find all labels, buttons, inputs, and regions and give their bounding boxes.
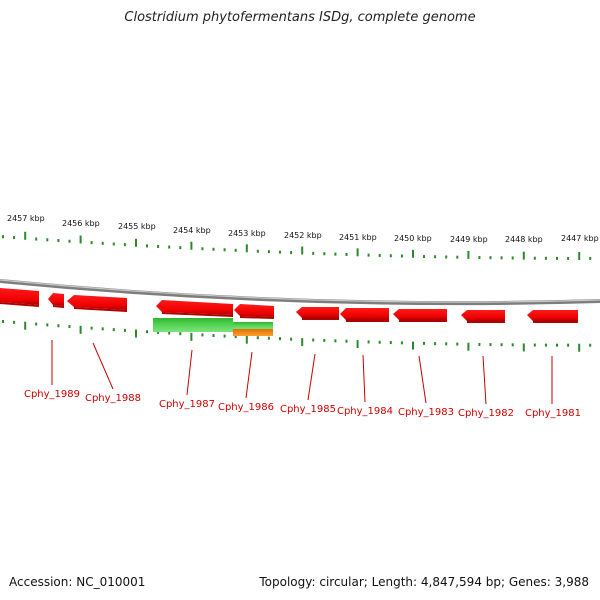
ruler-labels: 2457 kbp 2456 kbp 2455 kbp 2454 kbp 2453… bbox=[7, 214, 599, 244]
leader-line bbox=[418, 355, 427, 404]
ruler-ticks bbox=[2, 231, 592, 260]
gene-label: Cphy_1987 bbox=[159, 399, 215, 410]
gene-cphy-1989b[interactable] bbox=[48, 293, 64, 308]
ruler-label: 2452 kbp bbox=[284, 231, 322, 240]
ruler-label: 2456 kbp bbox=[62, 219, 100, 228]
genome-backbone bbox=[0, 279, 600, 306]
ruler-label: 2450 kbp bbox=[394, 234, 432, 243]
gene-label: Cphy_1984 bbox=[337, 406, 393, 417]
gene-cphy-1981[interactable] bbox=[527, 310, 578, 323]
gene-track bbox=[0, 288, 578, 323]
gene-cphy-1988[interactable] bbox=[67, 295, 127, 312]
gene-cphy-1985[interactable] bbox=[296, 307, 339, 320]
gene-cphy-1987[interactable] bbox=[156, 300, 233, 317]
ruler-label: 2455 kbp bbox=[118, 222, 156, 231]
feature-orange-bar[interactable] bbox=[233, 329, 273, 336]
ruler-label: 2451 kbp bbox=[339, 233, 377, 242]
gene-cphy-1982[interactable] bbox=[461, 310, 505, 323]
leader-line bbox=[482, 355, 487, 405]
ruler-label: 2447 kbp bbox=[561, 234, 599, 243]
leader-line bbox=[245, 351, 253, 399]
gene-label: Cphy_1982 bbox=[458, 408, 514, 419]
leader-lines bbox=[51, 340, 553, 405]
ruler-label: 2454 kbp bbox=[173, 226, 211, 235]
leader-line bbox=[92, 342, 114, 390]
gene-label: Cphy_1981 bbox=[525, 408, 581, 419]
genome-backbone-highlight bbox=[0, 279, 600, 303]
leader-line bbox=[362, 354, 366, 403]
feature-green-bar[interactable] bbox=[153, 318, 233, 332]
accession-text: Accession: NC_010001 bbox=[9, 575, 146, 589]
feature-green-bar[interactable] bbox=[233, 322, 273, 329]
gene-label: Cphy_1983 bbox=[398, 407, 454, 418]
gene-cphy-1986[interactable] bbox=[234, 304, 274, 319]
leader-line bbox=[186, 349, 193, 396]
ruler-label: 2457 kbp bbox=[7, 214, 45, 223]
gene-label: Cphy_1989 bbox=[24, 389, 80, 400]
gene-label: Cphy_1985 bbox=[280, 404, 336, 415]
gene-cphy-1983[interactable] bbox=[393, 309, 447, 322]
inner-ticks bbox=[2, 319, 592, 352]
leader-line bbox=[307, 353, 316, 401]
genome-title: Clostridium phytofermentans ISDg, comple… bbox=[124, 10, 476, 25]
genome-summary-text: Topology: circular; Length: 4,847,594 bp… bbox=[259, 575, 589, 589]
feature-track bbox=[153, 318, 273, 336]
ruler-label: 2449 kbp bbox=[450, 235, 488, 244]
ruler-label: 2448 kbp bbox=[505, 235, 543, 244]
gene-cphy-1984[interactable] bbox=[340, 308, 389, 322]
gene-label: Cphy_1986 bbox=[218, 402, 274, 413]
gene-label: Cphy_1988 bbox=[85, 393, 141, 404]
gene-cphy-1989[interactable] bbox=[0, 288, 39, 307]
ruler-label: 2453 kbp bbox=[228, 229, 266, 238]
